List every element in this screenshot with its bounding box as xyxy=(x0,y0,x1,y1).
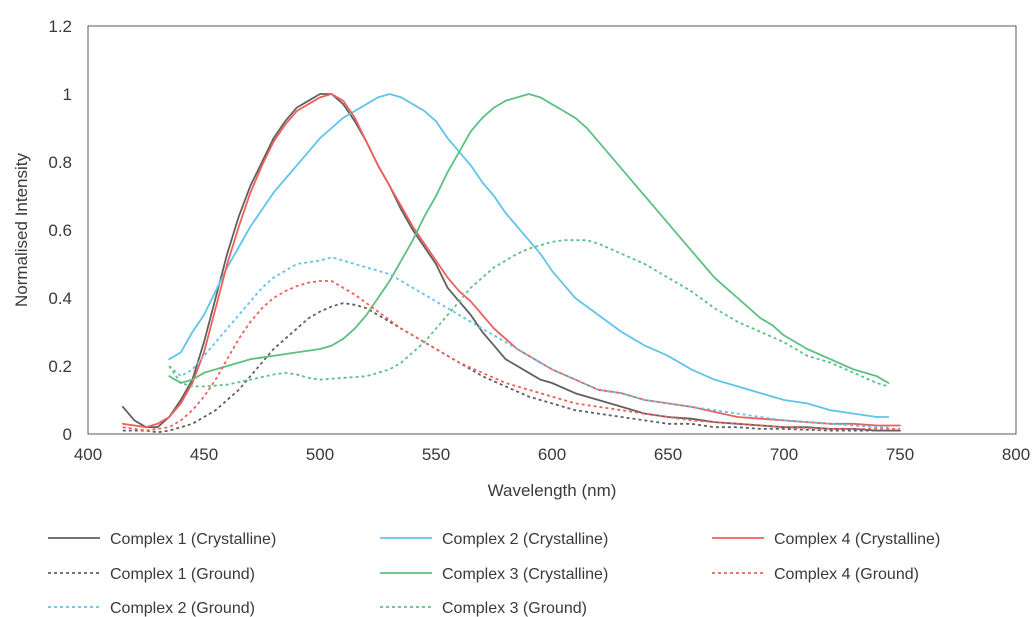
x-tick-label: 450 xyxy=(190,445,218,464)
x-axis-tick-labels: 400 450 500 550 600 650 700 750 800 xyxy=(74,445,1030,464)
legend-label: Complex 1 (Crystalline) xyxy=(110,531,276,548)
y-tick-label: 1.2 xyxy=(48,17,72,36)
series-lines xyxy=(121,93,901,434)
x-tick-label: 600 xyxy=(538,445,566,464)
x-tick-label: 500 xyxy=(306,445,334,464)
y-tick-label: 0.4 xyxy=(48,289,72,308)
legend-label: Complex 2 (Crystalline) xyxy=(442,531,608,548)
x-tick-label: 750 xyxy=(886,445,914,464)
x-tick-label: 800 xyxy=(1002,445,1030,464)
series-line xyxy=(168,93,890,418)
y-tick-label: 0.8 xyxy=(48,153,72,172)
legend-label: Complex 4 (Ground) xyxy=(774,566,919,583)
series-line xyxy=(122,280,900,432)
y-tick-label: 0.2 xyxy=(48,357,72,376)
x-tick-label: 700 xyxy=(770,445,798,464)
x-tick-label: 550 xyxy=(422,445,450,464)
y-tick-label: 0.6 xyxy=(48,221,72,240)
series-line xyxy=(168,239,889,388)
y-axis-title: Normalised Intensity xyxy=(12,153,31,308)
series-line xyxy=(168,256,889,429)
y-axis-tick-labels: 0 0.2 0.4 0.6 0.8 1 1.2 xyxy=(48,17,72,444)
legend-label: Complex 3 (Ground) xyxy=(442,600,587,617)
y-tick-label: 0 xyxy=(63,425,72,444)
legend-label: Complex 3 (Crystalline) xyxy=(442,566,608,583)
series-line xyxy=(121,93,901,432)
legend-label: Complex 2 (Ground) xyxy=(110,600,255,617)
plot-area-frame xyxy=(87,25,1017,435)
legend: Complex 1 (Crystalline) Complex 2 (Crysta… xyxy=(48,531,940,617)
x-tick-label: 650 xyxy=(654,445,682,464)
legend-label: Complex 4 (Crystalline) xyxy=(774,531,940,548)
y-tick-label: 1 xyxy=(63,85,72,104)
series-line xyxy=(168,93,890,384)
legend-label: Complex 1 (Ground) xyxy=(110,566,255,583)
x-axis-title: Wavelength (nm) xyxy=(488,481,617,500)
x-tick-label: 400 xyxy=(74,445,102,464)
series-line xyxy=(121,93,901,429)
